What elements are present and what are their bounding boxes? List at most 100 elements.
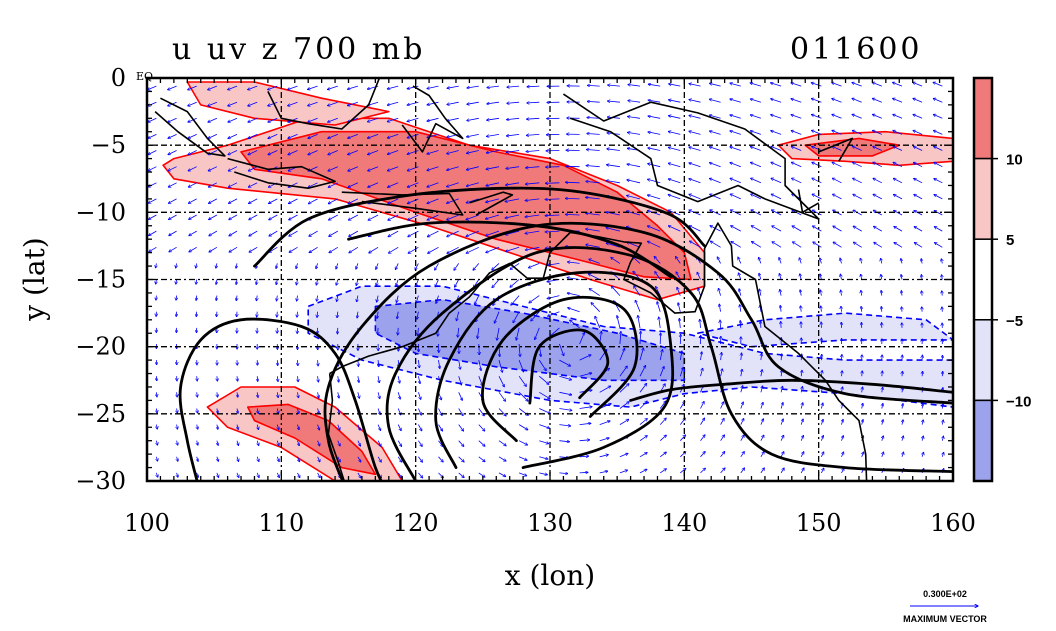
wind-vector-911 (780, 435, 784, 441)
wind-vector-189 (730, 147, 741, 151)
wind-vector-519 (942, 275, 943, 280)
wind-vector-569 (337, 311, 338, 318)
wind-vector-766 (277, 392, 278, 397)
wind-vector-534 (436, 295, 439, 304)
wind-vector-59 (527, 102, 540, 103)
wind-vector-105 (648, 116, 661, 119)
wind-vector-66 (669, 100, 681, 103)
wind-vector-149 (730, 131, 741, 135)
wind-vector-663 (620, 331, 621, 345)
eq-label: EQ (136, 70, 153, 83)
wind-vector-620 (550, 327, 560, 336)
wind-vector-541 (567, 293, 580, 296)
wind-vector-708 (721, 352, 722, 361)
wind-vector-56 (467, 101, 479, 104)
wind-vector-433 (813, 242, 822, 248)
wind-vector-331 (368, 214, 379, 220)
wind-vector-432 (792, 242, 802, 248)
wind-vector-527 (297, 295, 298, 302)
wind-vector-361 (169, 230, 177, 236)
wind-vector-118 (913, 114, 923, 119)
wind-vector-594 (841, 306, 842, 312)
wind-vector-156 (873, 130, 882, 135)
wind-vector-616 (477, 327, 478, 339)
wind-vector-754 (842, 371, 843, 377)
wind-vector-293 (407, 198, 419, 204)
wind-vector-856 (478, 424, 485, 432)
wind-vector-698 (518, 359, 524, 372)
wind-vector-543 (611, 286, 621, 296)
wind-vector-881 (177, 440, 178, 446)
x-tick-label: 110 (258, 509, 304, 537)
wind-vector-36 (872, 82, 882, 87)
wind-vector-401 (169, 246, 177, 252)
wind-vector-981 (579, 472, 588, 473)
wind-vector-790 (761, 386, 763, 393)
wind-vector-849 (338, 424, 340, 431)
wind-vector-404 (229, 246, 238, 252)
wind-vector-817 (498, 408, 506, 416)
wind-vector-752 (801, 370, 802, 377)
wind-vector-85 (248, 117, 258, 122)
wind-vector-917 (902, 436, 903, 441)
wind-vector-1 (168, 85, 177, 90)
wind-vector-440 (156, 263, 157, 268)
wind-vector-937 (498, 456, 506, 461)
wind-vector-191 (771, 146, 782, 151)
wind-vector-447 (296, 263, 298, 268)
wind-vector-396 (874, 226, 883, 232)
wind-vector-211 (368, 166, 379, 171)
wind-vector-656 (479, 343, 480, 355)
wind-vector-887 (298, 440, 300, 446)
wind-vector-935 (458, 456, 464, 462)
wind-vector-271 (771, 178, 782, 184)
wind-vector-489 (336, 279, 338, 286)
wind-vector-862 (599, 421, 610, 425)
wind-vector-146 (668, 132, 681, 135)
wind-vector-435 (853, 242, 862, 248)
wind-vector-125 (248, 134, 258, 138)
wind-vector-35 (852, 83, 862, 87)
wind-vector-622 (595, 316, 601, 329)
wind-vector-82 (188, 117, 197, 122)
wind-vector-453 (415, 263, 419, 270)
wind-vector-74 (832, 99, 842, 103)
colorbar-bin-2 (973, 238, 993, 321)
y-tick-label: −15 (75, 266, 126, 294)
wind-vector-580 (548, 311, 560, 317)
wind-vector-950 (760, 452, 764, 458)
wind-vector-899 (539, 440, 548, 444)
wind-vector-237 (893, 162, 903, 168)
wind-vector-816 (478, 408, 485, 416)
wind-vector-408 (309, 246, 318, 252)
coastline-2 (154, 97, 226, 157)
colorbar-bin-0 (973, 77, 993, 160)
height-contour-7 (347, 220, 673, 279)
wind-vector-107 (689, 115, 701, 119)
colorbar-label-1: 5 (1006, 232, 1014, 249)
wind-vector-267 (689, 179, 701, 184)
y-tick-label: −10 (75, 198, 126, 226)
wind-vector-325 (249, 214, 258, 220)
wind-vector-68 (709, 99, 721, 103)
wind-vector-166 (268, 150, 278, 155)
wind-vector-808 (318, 408, 320, 415)
gridlines (147, 78, 953, 481)
wind-vector-907 (700, 435, 706, 441)
wind-vector-744 (639, 366, 646, 377)
wind-vector-529 (337, 295, 338, 302)
wind-vector-902 (599, 438, 610, 442)
wind-vector-446 (276, 263, 277, 268)
wind-vector-108 (709, 115, 721, 119)
wind-vector-14 (427, 85, 439, 89)
wind-vector-733 (418, 376, 420, 384)
wind-vector-164 (228, 150, 238, 155)
wind-vector-550 (759, 289, 761, 296)
wind-vector-317 (893, 194, 903, 200)
wind-vector-222 (586, 166, 600, 167)
wind-vector-337 (485, 214, 500, 219)
wind-vector-297 (486, 198, 500, 202)
wind-vector-306 (668, 195, 681, 200)
wind-vector-821 (579, 407, 593, 409)
wind-vector-858 (518, 424, 528, 430)
